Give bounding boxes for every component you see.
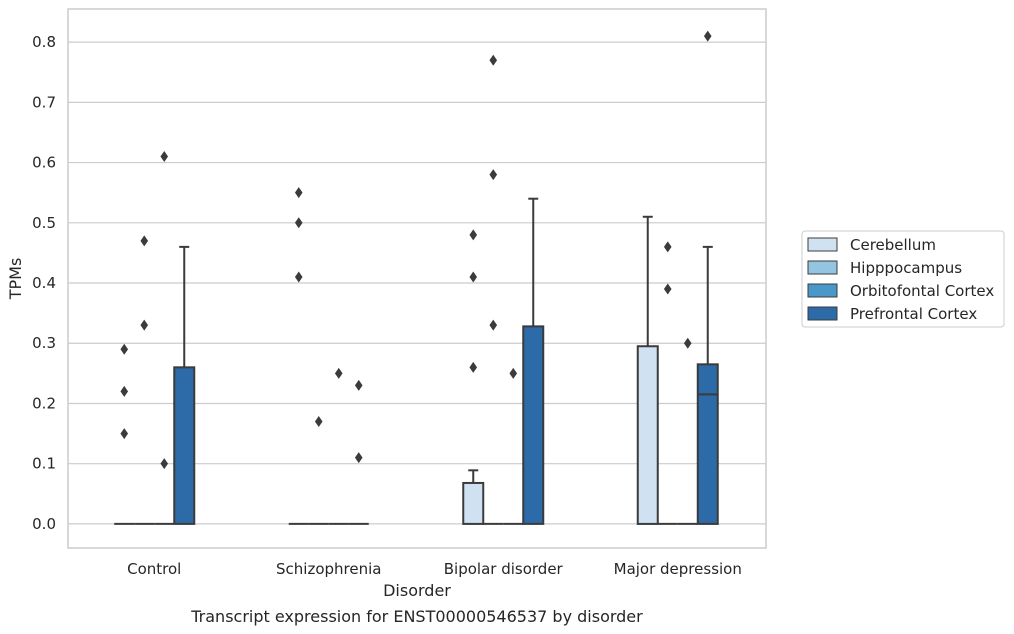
outlier-point xyxy=(314,416,323,428)
plot-frame xyxy=(67,8,767,549)
outlier-point xyxy=(294,217,303,229)
outlier-point xyxy=(489,319,498,331)
outlier-point xyxy=(703,30,712,42)
legend: Cerebellum Hipppocampus Orbitofontal Corte… xyxy=(801,230,1005,328)
outlier-point xyxy=(140,235,149,247)
box-cerebellum xyxy=(636,215,659,525)
box-body xyxy=(522,325,545,525)
y-tick-label: 0.3 xyxy=(32,334,56,352)
boxes xyxy=(114,30,719,525)
y-tick-label: 0.5 xyxy=(32,214,56,232)
outlier-point xyxy=(469,271,478,283)
box-orbitofontal-cortex xyxy=(328,367,349,525)
outlier-point xyxy=(120,385,129,397)
outlier-point xyxy=(160,151,169,163)
box-cerebellum xyxy=(462,229,485,525)
outlier-point xyxy=(489,54,498,66)
x-tick-label: Control xyxy=(127,560,181,578)
legend-swatch xyxy=(807,283,838,298)
box-prefrontal-cortex xyxy=(173,245,196,525)
outlier-point xyxy=(334,367,343,379)
box-orbitofontal-cortex xyxy=(503,367,524,525)
outlier-point xyxy=(683,337,692,349)
outlier-point xyxy=(509,367,518,379)
legend-label: Cerebellum xyxy=(850,236,936,254)
legend-swatch xyxy=(807,306,838,321)
outlier-point xyxy=(469,361,478,373)
x-tick-labels: Control Schizophrenia Bipolar disorder Majo… xyxy=(127,560,742,578)
outlier-point xyxy=(354,452,363,464)
box-cerebellum xyxy=(114,343,135,525)
box-body xyxy=(636,345,659,525)
legend-label: Orbitofontal Cortex xyxy=(850,282,994,300)
chart-caption: Transcript expression for ENST0000054653… xyxy=(190,607,643,626)
outlier-point xyxy=(160,458,169,470)
y-tick-label: 0.8 xyxy=(32,33,56,51)
box-prefrontal-cortex xyxy=(522,197,545,525)
outlier-point xyxy=(294,187,303,199)
box-prefrontal-cortex xyxy=(696,30,719,525)
box-hipppocampus xyxy=(134,235,155,525)
y-tick-label: 0.7 xyxy=(32,93,56,111)
box-prefrontal-cortex xyxy=(348,379,369,525)
y-axis-label: TPMs xyxy=(6,258,25,301)
box-body xyxy=(696,363,719,525)
legend-swatch xyxy=(807,237,838,252)
box-hipppocampus xyxy=(308,416,329,525)
outlier-point xyxy=(140,319,149,331)
x-axis-label: Disorder xyxy=(383,581,451,600)
outlier-point xyxy=(489,169,498,181)
x-tick-label: Schizophrenia xyxy=(276,560,381,578)
box-body xyxy=(173,366,196,525)
legend-label: Prefrontal Cortex xyxy=(850,305,977,323)
box-hipppocampus xyxy=(483,54,504,525)
legend-label: Hipppocampus xyxy=(850,259,962,277)
outlier-point xyxy=(294,271,303,283)
outlier-point xyxy=(663,241,672,253)
box-orbitofontal-cortex xyxy=(154,151,175,525)
legend-frame xyxy=(801,230,1005,328)
y-tick-label: 0.1 xyxy=(32,455,56,473)
outlier-point xyxy=(469,229,478,241)
x-tick-label: Major depression xyxy=(614,560,742,578)
y-tick-label: 0.6 xyxy=(32,154,56,172)
y-tick-label: 0.0 xyxy=(32,515,56,533)
box-cerebellum xyxy=(288,187,309,525)
gridlines xyxy=(68,41,766,525)
y-tick-label: 0.4 xyxy=(32,274,56,292)
legend-swatch xyxy=(807,260,838,275)
outlier-point xyxy=(663,283,672,295)
y-tick-labels: 0.0 0.1 0.2 0.3 0.4 0.5 0.6 0.7 0.8 xyxy=(32,33,56,533)
outlier-point xyxy=(354,379,363,391)
outlier-point xyxy=(120,428,129,440)
y-tick-label: 0.2 xyxy=(32,394,56,412)
box-hipppocampus xyxy=(657,241,678,525)
box-orbitofontal-cortex xyxy=(677,337,698,525)
outlier-point xyxy=(120,343,129,355)
x-tick-label: Bipolar disorder xyxy=(444,560,564,578)
box-body xyxy=(462,481,485,525)
